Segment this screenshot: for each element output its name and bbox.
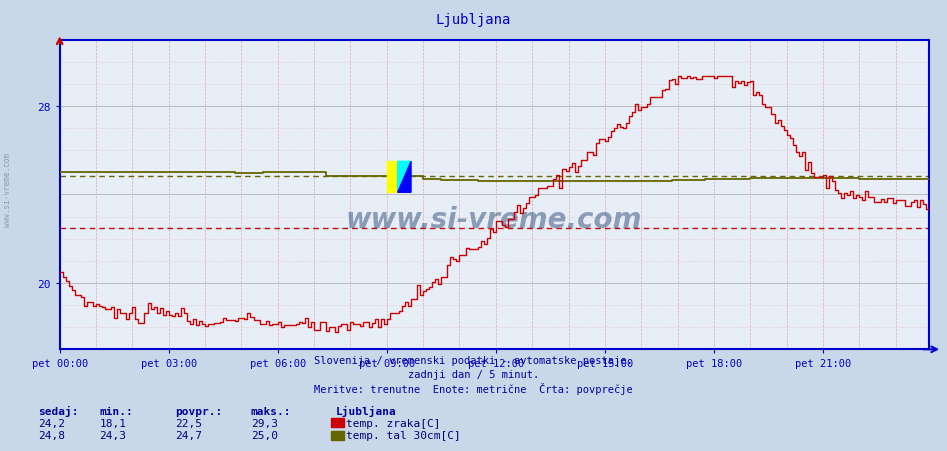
- Text: 29,3: 29,3: [251, 418, 278, 428]
- Polygon shape: [398, 162, 411, 193]
- Text: zadnji dan / 5 minut.: zadnji dan / 5 minut.: [408, 369, 539, 379]
- Text: 22,5: 22,5: [175, 418, 203, 428]
- Text: 24,7: 24,7: [175, 430, 203, 440]
- Text: temp. zraka[C]: temp. zraka[C]: [346, 418, 440, 428]
- Text: temp. tal 30cm[C]: temp. tal 30cm[C]: [346, 430, 460, 440]
- Bar: [331, 431, 344, 440]
- Text: sedaj:: sedaj:: [38, 405, 79, 416]
- Text: 24,2: 24,2: [38, 418, 65, 428]
- Text: Ljubljana: Ljubljana: [436, 13, 511, 27]
- Bar: [386, 162, 398, 193]
- Text: Meritve: trenutne  Enote: metrične  Črta: povprečje: Meritve: trenutne Enote: metrične Črta: …: [314, 382, 633, 394]
- Text: 25,0: 25,0: [251, 430, 278, 440]
- Text: povpr.:: povpr.:: [175, 406, 223, 416]
- Polygon shape: [398, 162, 411, 193]
- Text: maks.:: maks.:: [251, 406, 292, 416]
- Text: www.si-vreme.com: www.si-vreme.com: [346, 206, 643, 234]
- Text: Slovenija / vremenski podatki - avtomatske postaje.: Slovenija / vremenski podatki - avtomats…: [314, 355, 633, 365]
- Bar: [331, 419, 344, 428]
- Text: 24,8: 24,8: [38, 430, 65, 440]
- Text: 24,3: 24,3: [99, 430, 127, 440]
- Text: 18,1: 18,1: [99, 418, 127, 428]
- Text: min.:: min.:: [99, 406, 134, 416]
- Text: Ljubljana: Ljubljana: [336, 405, 397, 416]
- Text: www.si-vreme.com: www.si-vreme.com: [3, 152, 12, 226]
